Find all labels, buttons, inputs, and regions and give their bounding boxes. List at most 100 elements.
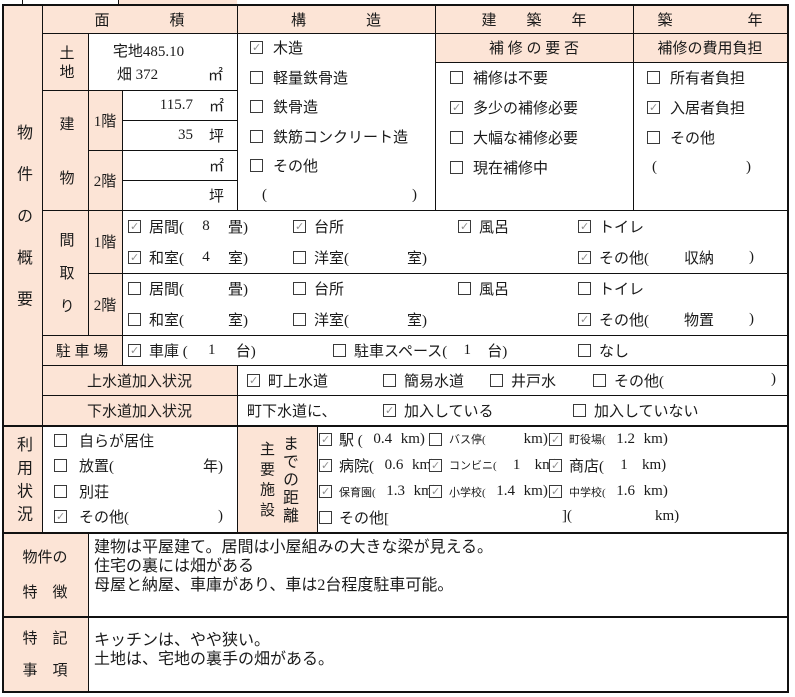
- checkbox-f1-kitchen[interactable]: [293, 220, 306, 233]
- sewer-prefix: 町下水道に、: [247, 403, 337, 420]
- facility-unit: km): [523, 483, 548, 500]
- cell-fill: [42, 90, 88, 210]
- structure-option-label: 鉄骨造: [273, 100, 319, 117]
- header-age: 築 年: [657, 12, 763, 29]
- water-label: その他(: [614, 373, 664, 390]
- checkbox-pay-other[interactable]: [647, 130, 660, 144]
- cell-fill: [633, 5, 787, 33]
- checkbox-shop[interactable]: [549, 458, 562, 472]
- checkbox-self-residence[interactable]: [54, 433, 67, 447]
- checkbox-parking-none[interactable]: [578, 343, 591, 357]
- section-label-usage: 利用状況: [14, 435, 31, 529]
- checkbox-f2-other[interactable]: [578, 313, 591, 326]
- structure-option-label: 軽量鉄骨造: [273, 70, 349, 87]
- facilities-grid: 駅 (0.4 km) バス停(km) 町役場(1.2 km) 病院(0.6 km) コ…: [317, 425, 788, 532]
- cell-fill: [42, 5, 237, 33]
- checkbox-f2-yoshitsu[interactable]: [293, 313, 306, 326]
- checkbox-repair-major[interactable]: [450, 130, 463, 144]
- facility-other-unit: km): [655, 507, 680, 524]
- checkbox-f1-yoshitsu[interactable]: [293, 251, 306, 264]
- checkbox-town-water[interactable]: [247, 373, 260, 387]
- header-built-year: 建 築 年: [481, 12, 587, 29]
- grid-line: [88, 273, 789, 274]
- checkbox-vacant[interactable]: [54, 459, 67, 473]
- checkbox-junior-high[interactable]: [549, 485, 562, 499]
- checkbox-villa[interactable]: [54, 484, 67, 498]
- madori-floor2-label: 2階: [93, 297, 117, 314]
- cell-fill: [42, 335, 122, 365]
- checkbox-elementary[interactable]: [429, 485, 442, 499]
- checkbox-wood[interactable]: [250, 41, 263, 55]
- checkbox-sewer-no[interactable]: [573, 403, 586, 417]
- checkbox-tenant-pay[interactable]: [647, 100, 660, 114]
- checkbox-water-other[interactable]: [593, 373, 606, 387]
- checkbox-rc[interactable]: [250, 129, 263, 143]
- checkbox-f1-other[interactable]: [578, 251, 591, 264]
- checkbox-garage[interactable]: [128, 343, 141, 357]
- checkbox-structure-other[interactable]: [250, 159, 263, 173]
- madori-f1-line1: 居間(8 畳) 台所 風呂 トイレ: [122, 211, 788, 242]
- facility-name: 商店(: [569, 458, 604, 475]
- facility-other-label: その他[: [339, 511, 389, 528]
- checkbox-bus-stop[interactable]: [429, 432, 442, 446]
- checkbox-f2-living[interactable]: [128, 282, 141, 295]
- facility-unit: km): [643, 483, 668, 500]
- parking-label: 車庫 (: [149, 343, 188, 360]
- grid-line: [22, 0, 23, 4]
- parking-value: 1: [463, 341, 471, 358]
- checkbox-owner-pay[interactable]: [647, 70, 660, 84]
- checkbox-convenience[interactable]: [429, 458, 442, 472]
- land-area-unit: ㎡: [207, 68, 223, 84]
- checkbox-f2-bath[interactable]: [458, 282, 471, 295]
- checkbox-f1-toilet[interactable]: [578, 220, 591, 233]
- checkbox-repair-now[interactable]: [450, 160, 463, 174]
- madori-suffix: 室): [407, 313, 427, 329]
- paren-open: (: [652, 158, 657, 175]
- row-label-parking: 駐 車 場: [55, 343, 109, 360]
- row-label-sewer: 下水道加入状況: [86, 403, 192, 420]
- facility-distance: 1.3: [386, 483, 406, 500]
- cell-fill: [88, 90, 122, 150]
- cell-fill: [2, 532, 88, 616]
- checkbox-town-hall[interactable]: [549, 432, 562, 446]
- sewer-label: 加入している: [404, 403, 494, 420]
- checkbox-nursery[interactable]: [319, 485, 332, 499]
- floor2-sqm-cell: ㎡: [209, 158, 225, 175]
- facility-unit: km): [523, 430, 548, 447]
- checkbox-f2-washitsu[interactable]: [128, 313, 141, 326]
- facility-distance: 0.6: [384, 456, 404, 473]
- checkbox-simple-water[interactable]: [383, 373, 396, 387]
- facility-unit: km): [642, 456, 667, 473]
- checkbox-well-water[interactable]: [490, 373, 503, 387]
- madori-suffix: ): [749, 249, 754, 265]
- checkbox-repair-some[interactable]: [450, 100, 463, 114]
- checkbox-facility-other[interactable]: [319, 511, 332, 525]
- cell-fill: [42, 33, 88, 90]
- grid-line: [122, 120, 237, 121]
- checkbox-parking-space[interactable]: [333, 343, 346, 357]
- checkbox-f1-living[interactable]: [128, 220, 141, 233]
- features-label-line: 特 徴: [22, 585, 68, 601]
- checkbox-f2-kitchen[interactable]: [293, 282, 306, 295]
- sewer-row: 町下水道に、 加入している 加入していない: [237, 395, 788, 425]
- checkbox-usage-other[interactable]: [54, 510, 67, 524]
- checkbox-hospital[interactable]: [319, 458, 332, 472]
- checkbox-f1-washitsu[interactable]: [128, 251, 141, 264]
- grid-line: [787, 4, 789, 693]
- madori-suffix: 畳): [228, 282, 248, 298]
- land-area-line2: 畑 372: [116, 66, 159, 83]
- facility-name: 町役場(: [569, 434, 606, 447]
- usage-label: 自らが居住: [79, 433, 155, 450]
- checkbox-repair-none[interactable]: [450, 70, 463, 84]
- madori-label: 台所: [314, 220, 345, 236]
- checkbox-f1-bath[interactable]: [458, 220, 471, 233]
- facility-name: バス停(: [449, 434, 486, 447]
- features-label-line: 物件の: [22, 550, 68, 566]
- checkbox-f2-toilet[interactable]: [578, 282, 591, 295]
- checkbox-sewer-yes[interactable]: [383, 403, 396, 417]
- facility-distance: 1.4: [496, 483, 516, 500]
- repair-cost-label: 所有者負担: [670, 70, 746, 87]
- checkbox-steel[interactable]: [250, 100, 263, 114]
- checkbox-station[interactable]: [319, 432, 332, 446]
- checkbox-light-steel[interactable]: [250, 70, 263, 84]
